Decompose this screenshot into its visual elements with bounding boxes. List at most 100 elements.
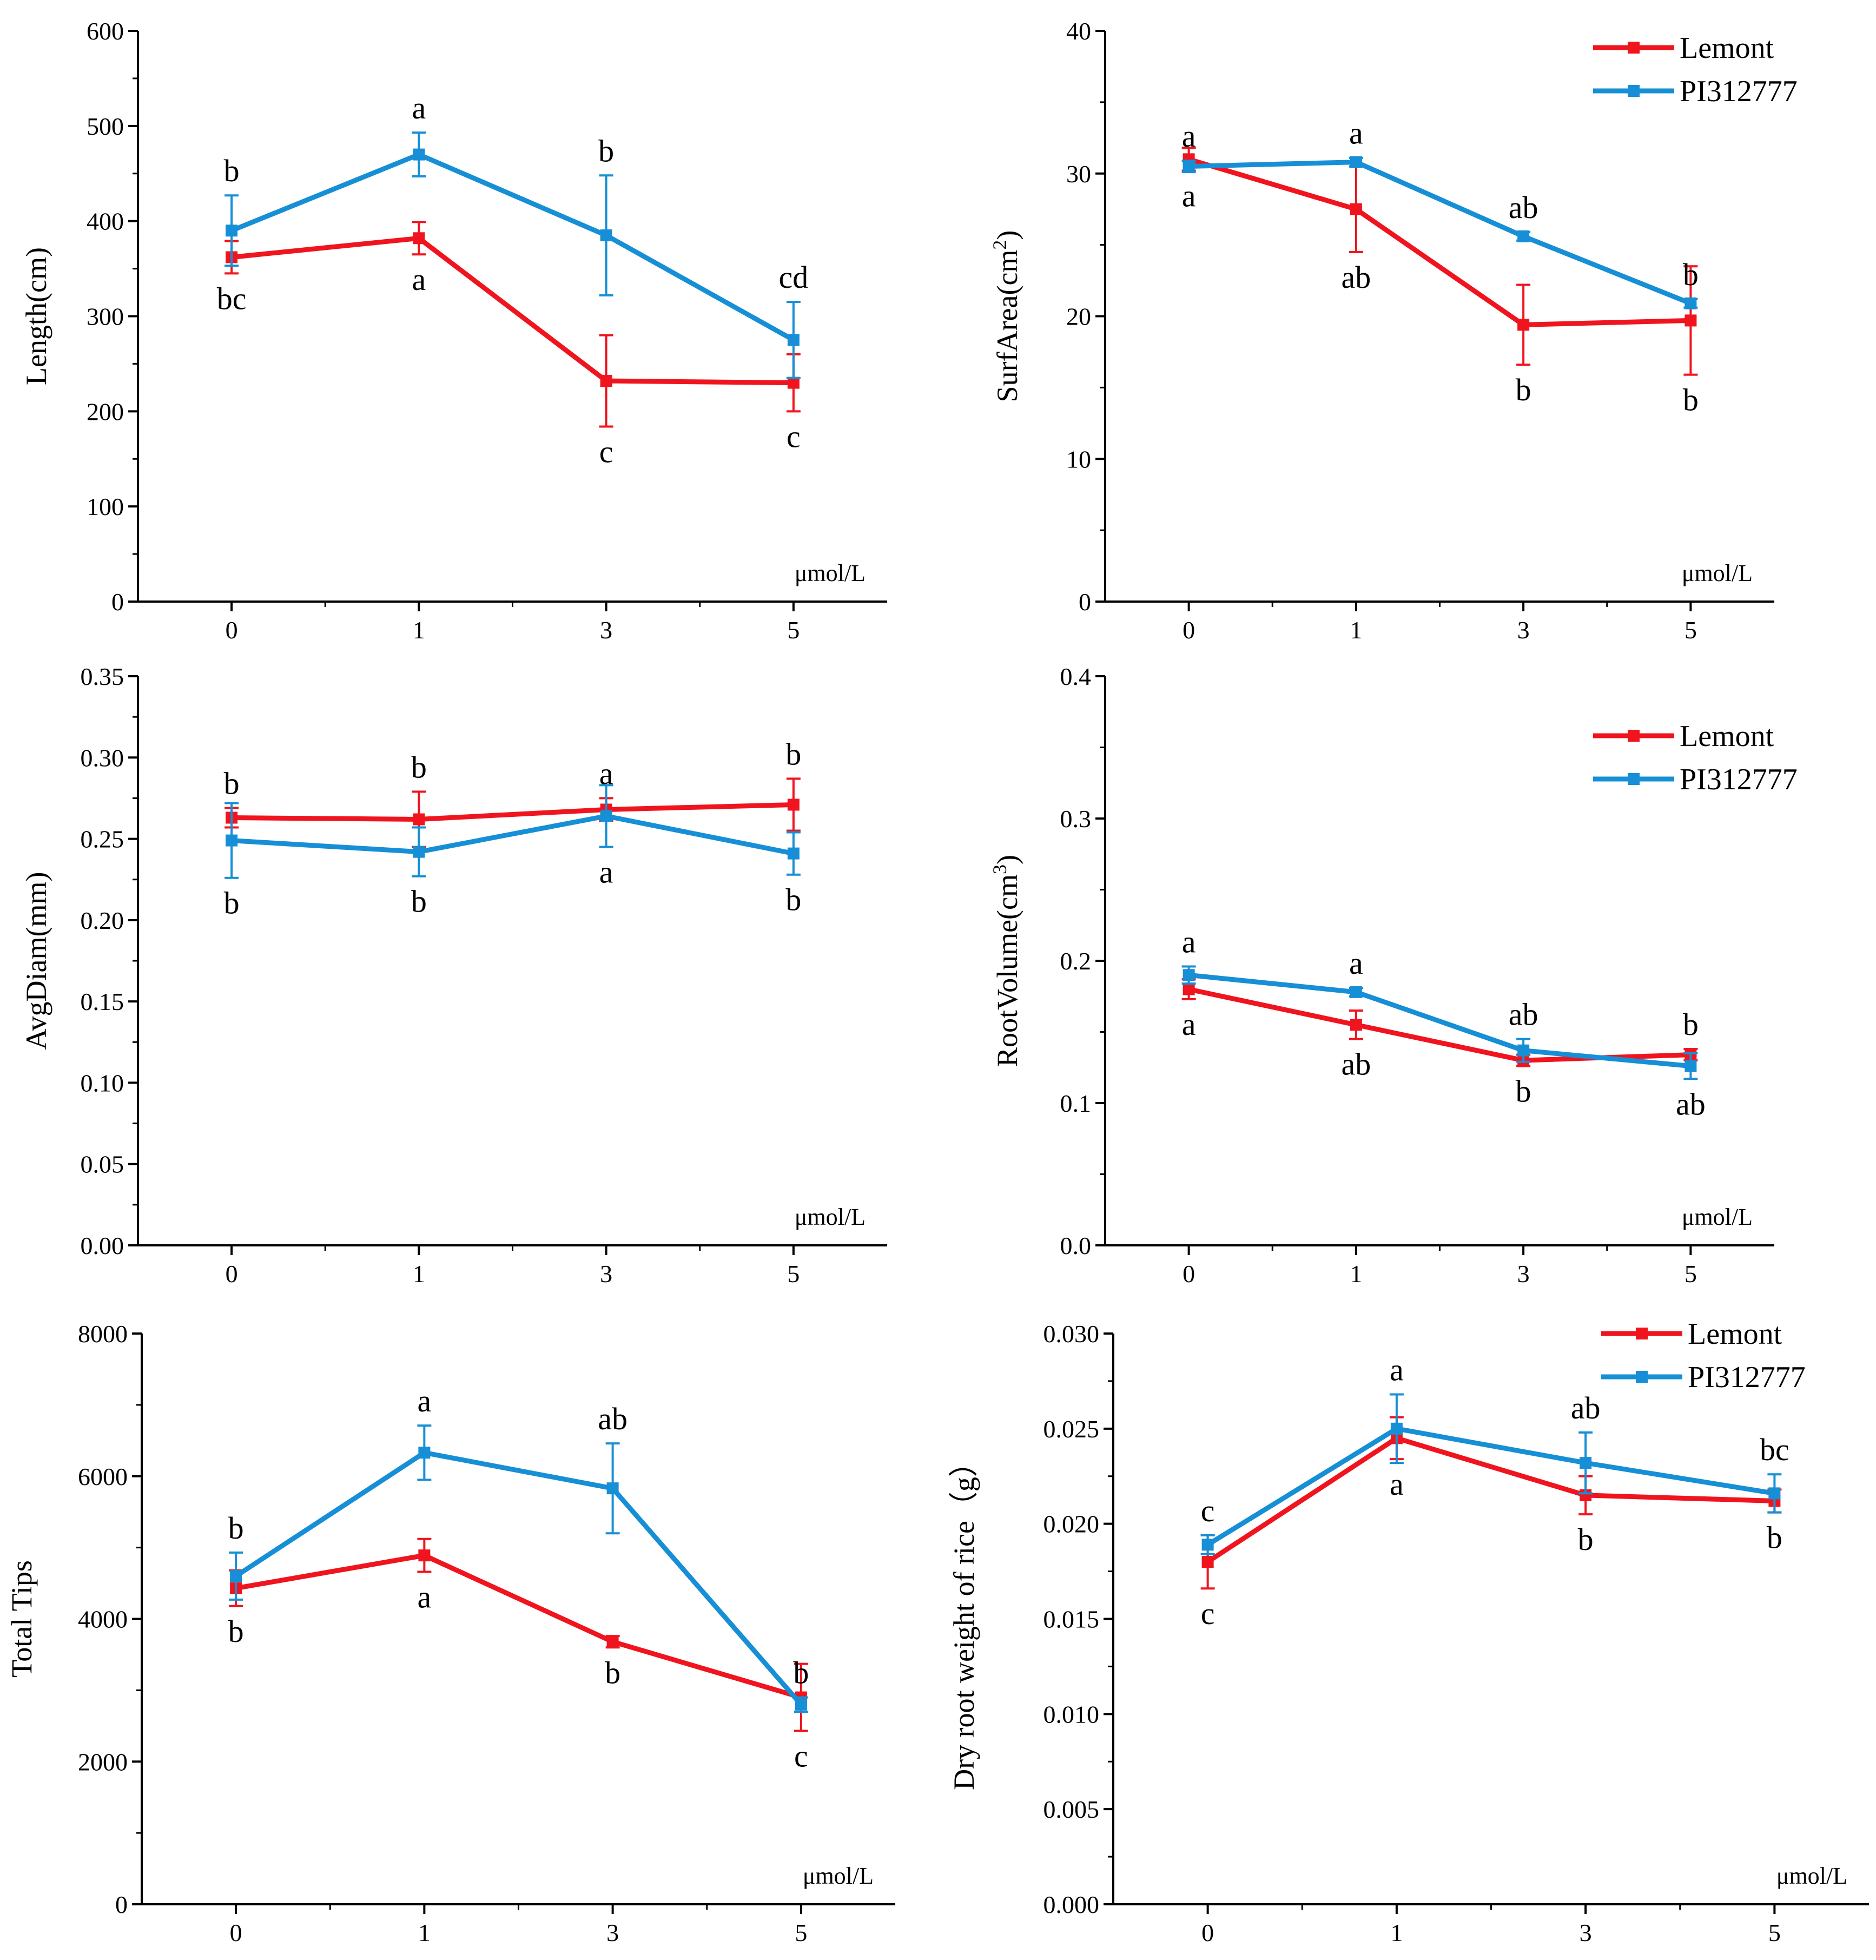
y-axis-label: Length(cm) — [20, 247, 52, 385]
y-tick-label: 0.005 — [1043, 1796, 1100, 1823]
significance-letter: b — [605, 1655, 620, 1690]
significance-letter: a — [418, 1383, 432, 1418]
data-point — [1685, 297, 1697, 309]
significance-letter: ab — [1676, 1086, 1706, 1121]
data-point — [1768, 1487, 1781, 1500]
data-point — [1517, 1044, 1530, 1057]
y-tick-label: 0.35 — [81, 663, 124, 690]
legend-label: PI312777 — [1688, 1361, 1806, 1394]
series-pi312777: a a ab b — [1181, 116, 1699, 309]
x-tick-label: 0 — [1183, 1260, 1195, 1288]
series-line — [232, 802, 794, 822]
x-tick-label: 5 — [795, 1919, 807, 1946]
significance-letter: b — [228, 1510, 244, 1546]
legend-marker — [1628, 85, 1640, 97]
significance-letter: a — [1349, 946, 1363, 981]
significance-letter: b — [411, 884, 427, 919]
significance-letter: b — [598, 133, 614, 168]
y-tick-label: 30 — [1066, 160, 1091, 188]
significance-letter: a — [1182, 118, 1196, 154]
significance-letter: c — [599, 434, 613, 469]
significance-letter: b — [1683, 1007, 1699, 1042]
significance-letter: b — [228, 1614, 244, 1649]
y-tick-label: 0.00 — [81, 1232, 124, 1259]
y-axis-label: AvgDiam(mm) — [20, 872, 52, 1050]
x-unit-label: μmol/L — [1682, 1204, 1753, 1230]
legend-label: Lemont — [1680, 31, 1774, 65]
data-point — [600, 810, 612, 822]
series-pi312777: b bab — [224, 784, 801, 921]
legend-marker — [1628, 730, 1640, 742]
y-tick-label: 0.1 — [1060, 1090, 1092, 1117]
significance-letter: a — [1182, 178, 1196, 213]
legend-marker — [1636, 1328, 1648, 1339]
data-point — [606, 1635, 619, 1648]
significance-letter: a — [1182, 925, 1196, 960]
significance-letter: b — [411, 749, 427, 784]
significance-letter: b — [1516, 1074, 1531, 1109]
y-tick-label: 300 — [87, 303, 124, 331]
series-line — [1188, 972, 1691, 1069]
x-unit-label: μmol/L — [795, 1204, 866, 1230]
significance-letter: b — [1683, 257, 1699, 292]
y-axis-label: RootVolume(cm3) — [989, 855, 1023, 1067]
significance-letter: ab — [1342, 260, 1371, 295]
significance-letter: c — [794, 1739, 808, 1774]
x-tick-label: 1 — [1350, 1260, 1362, 1288]
x-tick-label: 1 — [413, 616, 425, 644]
significance-letter: a — [418, 1579, 432, 1614]
x-tick-label: 0 — [1183, 616, 1195, 644]
y-tick-label: 8000 — [78, 1320, 128, 1348]
chart-length: 0 100 200 300 400 500 600 0 1 3 5 μmol/L Length(cm) b… — [20, 17, 887, 644]
y-axis-label: Dry root weight of rice（g） — [948, 1448, 980, 1790]
series-line — [235, 1553, 802, 1700]
series-line — [1206, 1435, 1775, 1564]
y-tick-label: 0.020 — [1043, 1510, 1100, 1538]
y-tick-label: 400 — [87, 208, 124, 235]
y-tick-label: 0.0 — [1060, 1232, 1092, 1259]
significance-letter: c — [1201, 1493, 1215, 1528]
x-tick-label: 3 — [606, 1919, 619, 1946]
data-point — [413, 232, 425, 245]
significance-letter: ab — [1509, 190, 1538, 225]
significance-letter: b — [1683, 382, 1699, 418]
data-point — [787, 377, 800, 389]
y-axis-label: Total Tips — [5, 1560, 38, 1678]
series-lemont: b a b c — [228, 1537, 808, 1774]
x-tick-label: 3 — [1517, 616, 1530, 644]
y-tick-label: 0.030 — [1043, 1320, 1100, 1348]
chart-dryweight: 0.000 0.005 0.010 0.015 0.020 0.025 0.030 0 1 3 5 μ… — [948, 1317, 1869, 1946]
significance-letter: cd — [779, 260, 809, 295]
y-tick-label: 0.010 — [1043, 1700, 1100, 1728]
significance-letter: c — [787, 419, 801, 454]
y-tick-label: 0.3 — [1060, 805, 1092, 833]
x-tick-label: 1 — [1350, 616, 1362, 644]
data-point — [1350, 1019, 1362, 1031]
data-point — [1350, 156, 1362, 168]
significance-letter: b — [224, 886, 240, 921]
y-tick-label: 200 — [87, 398, 124, 425]
data-point — [413, 813, 425, 826]
x-tick-label: 1 — [418, 1919, 431, 1946]
y-tick-label: 500 — [87, 113, 124, 140]
significance-letter: ab — [1509, 997, 1538, 1032]
data-point — [600, 229, 612, 242]
x-tick-label: 0 — [1201, 1919, 1214, 1946]
y-tick-label: 0.000 — [1043, 1891, 1100, 1918]
y-tick-label: 0.30 — [81, 744, 124, 771]
data-point — [606, 1482, 619, 1495]
significance-letter: ab — [1342, 1047, 1371, 1082]
series-lemont: b b ab — [224, 736, 801, 848]
y-tick-label: 0 — [111, 588, 124, 616]
x-tick-label: 3 — [1580, 1919, 1592, 1946]
significance-letter: a — [1182, 1007, 1196, 1042]
data-point — [795, 1698, 807, 1711]
x-tick-label: 1 — [413, 1260, 425, 1288]
data-point — [1201, 1556, 1214, 1568]
data-point — [418, 1549, 431, 1562]
y-tick-label: 100 — [87, 493, 124, 520]
significance-letter: a — [412, 262, 426, 297]
